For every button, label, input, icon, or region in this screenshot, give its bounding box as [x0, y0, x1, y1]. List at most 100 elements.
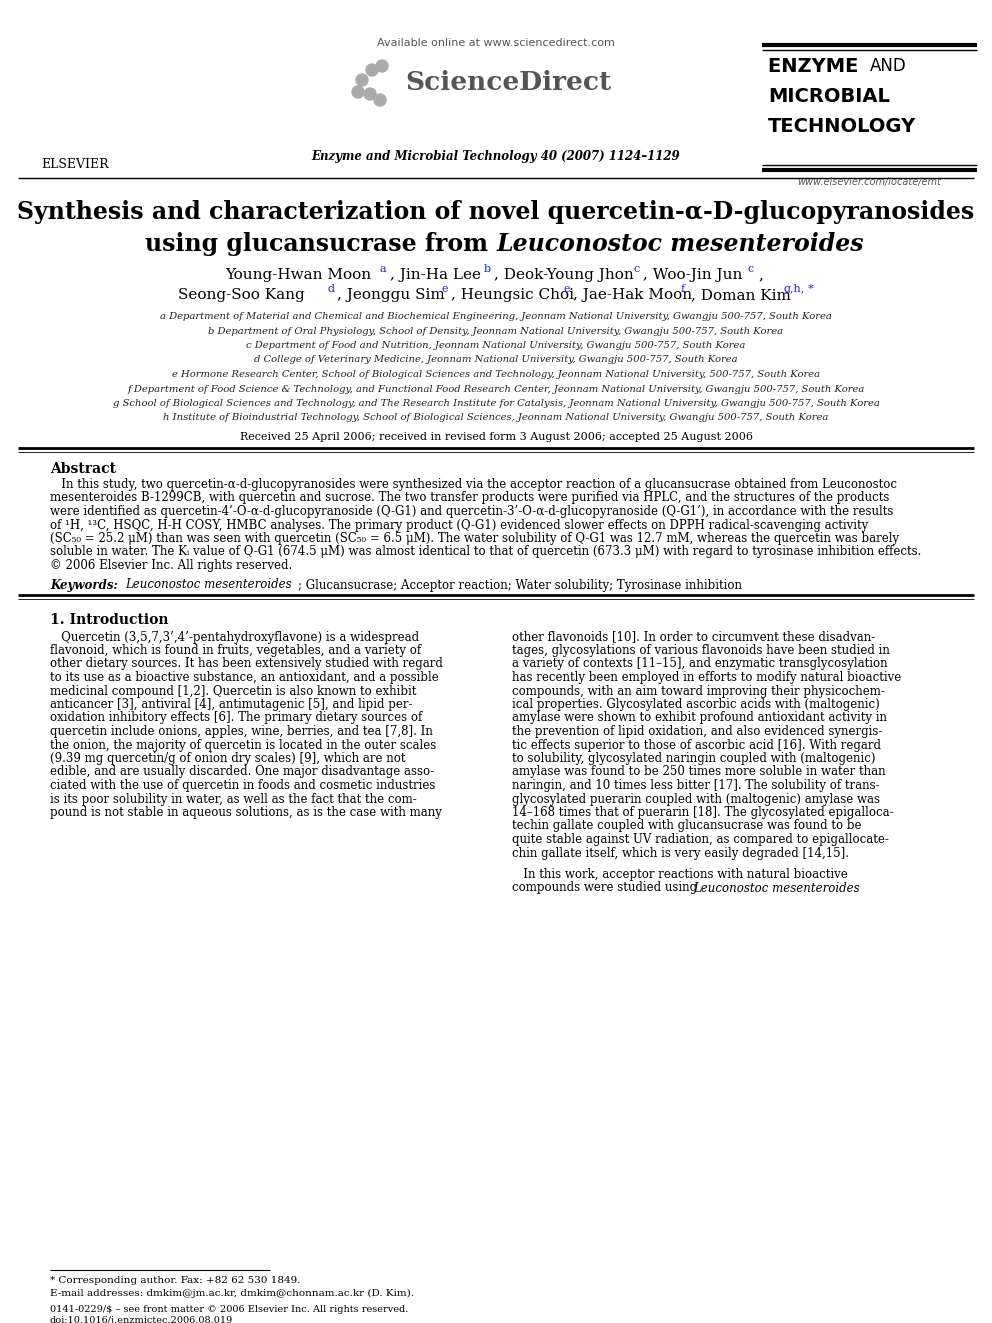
- Point: [43, 73, 59, 94]
- Point: [46, 83, 62, 105]
- Point: [89, 57, 105, 78]
- Point: [83, 108, 99, 130]
- Point: [80, 85, 96, 106]
- Point: [77, 126, 93, 147]
- Point: [53, 65, 68, 86]
- Point: [33, 90, 49, 111]
- Point: [116, 73, 132, 94]
- Point: [43, 70, 59, 91]
- Point: [79, 79, 95, 101]
- Point: [25, 75, 41, 97]
- Point: [32, 77, 48, 98]
- Point: [43, 57, 59, 78]
- Point: [42, 48, 58, 69]
- Point: [114, 50, 130, 71]
- Point: [111, 82, 127, 103]
- Point: [46, 77, 62, 98]
- Point: [99, 99, 115, 120]
- Text: ciated with the use of quercetin in foods and cosmetic industries: ciated with the use of quercetin in food…: [50, 779, 435, 792]
- Point: [114, 60, 130, 81]
- Point: [26, 99, 42, 120]
- Point: [90, 46, 106, 67]
- Point: [31, 54, 47, 75]
- Point: [86, 89, 102, 110]
- Point: [74, 115, 90, 136]
- Point: [88, 46, 104, 67]
- Text: other flavonoids [10]. In order to circumvent these disadvan-: other flavonoids [10]. In order to circu…: [512, 631, 875, 643]
- Point: [29, 90, 45, 111]
- Point: [48, 99, 63, 120]
- Point: [101, 97, 117, 118]
- Point: [102, 82, 118, 103]
- Point: [102, 71, 118, 93]
- Point: [42, 74, 58, 95]
- Point: [40, 69, 56, 90]
- Point: [86, 98, 102, 119]
- Point: [27, 64, 43, 85]
- Point: [113, 48, 129, 69]
- Point: [104, 98, 120, 119]
- Point: [114, 122, 130, 143]
- Point: [65, 78, 81, 99]
- Point: [54, 119, 69, 140]
- Point: [72, 71, 88, 93]
- Point: [60, 58, 75, 79]
- Point: [77, 75, 93, 97]
- Point: [40, 70, 56, 91]
- Point: [57, 61, 72, 82]
- Point: [74, 46, 90, 67]
- Point: [96, 62, 112, 83]
- Point: [38, 73, 54, 94]
- Point: [66, 128, 82, 149]
- Point: [94, 83, 110, 105]
- Point: [20, 69, 36, 90]
- Point: [98, 70, 114, 91]
- Point: [61, 99, 76, 120]
- Point: [108, 119, 124, 140]
- Point: [19, 57, 35, 78]
- Point: [24, 95, 40, 116]
- Point: [101, 89, 117, 110]
- Point: [71, 46, 87, 67]
- Point: [46, 99, 62, 120]
- Point: [20, 85, 36, 106]
- Text: ,: ,: [758, 269, 763, 282]
- Point: [57, 64, 72, 85]
- Point: [52, 93, 67, 114]
- Point: [34, 89, 50, 110]
- Point: [56, 64, 71, 85]
- Point: [107, 106, 123, 127]
- Point: [27, 115, 43, 136]
- Point: [20, 105, 36, 126]
- Point: [91, 106, 107, 127]
- Point: [26, 69, 42, 90]
- Point: [87, 66, 103, 87]
- Point: [94, 83, 110, 105]
- Point: [26, 48, 42, 69]
- Point: [75, 126, 91, 147]
- Text: AND: AND: [870, 57, 907, 75]
- Point: [94, 52, 110, 73]
- Point: [86, 105, 102, 126]
- Point: [106, 124, 122, 146]
- Point: [58, 74, 73, 95]
- Point: [59, 86, 74, 107]
- Point: [29, 124, 45, 146]
- Point: [99, 87, 115, 108]
- Point: [72, 75, 88, 97]
- Point: [107, 105, 123, 126]
- Point: [53, 46, 68, 67]
- Point: [70, 128, 86, 149]
- Point: [96, 82, 112, 103]
- Point: [35, 120, 51, 142]
- Text: MICROBIAL: MICROBIAL: [768, 87, 890, 106]
- Point: [63, 73, 79, 94]
- Point: [56, 62, 71, 83]
- Point: [65, 79, 81, 101]
- Point: [32, 81, 48, 102]
- Point: [24, 50, 40, 71]
- Point: [26, 91, 42, 112]
- Point: [112, 130, 128, 151]
- Point: [69, 83, 85, 105]
- Point: [78, 48, 94, 69]
